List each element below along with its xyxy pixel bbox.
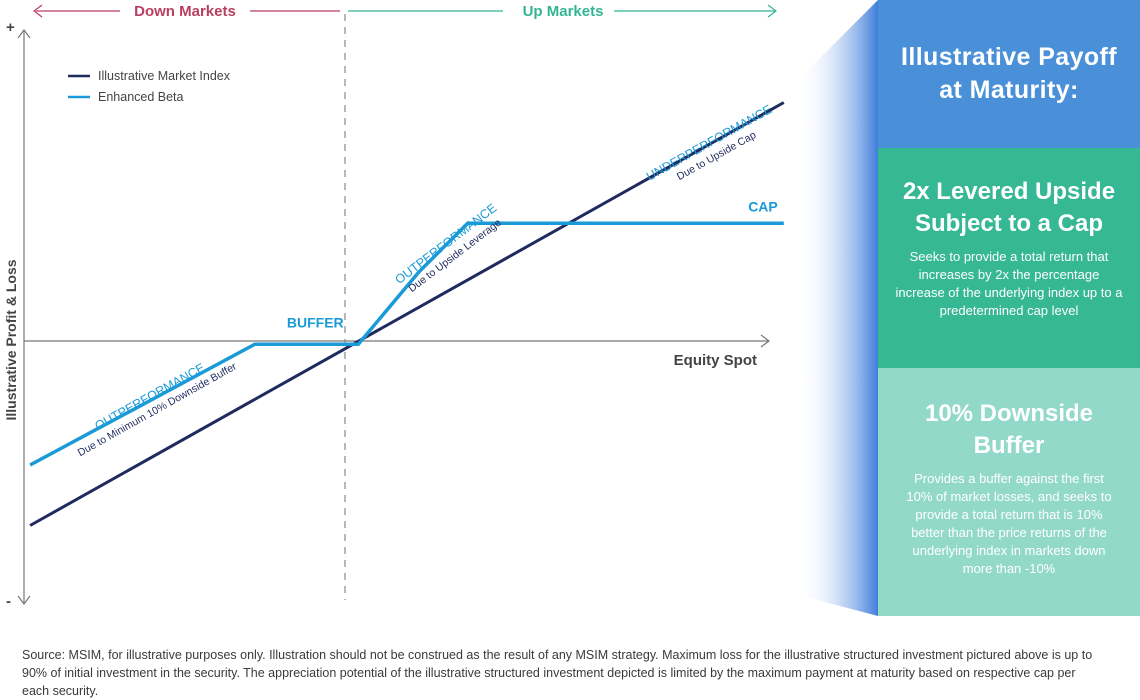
panel-title-box: Illustrative Payoff at Maturity:	[878, 0, 1140, 148]
upside-description: Seeks to provide a total return that inc…	[895, 249, 1123, 318]
region-header-up: Up Markets	[348, 3, 777, 20]
downside-heading: 10% Downside Buffer	[924, 400, 1094, 459]
legend-label-enhanced-beta: Enhanced Beta	[98, 90, 184, 104]
legend: Illustrative Market Index Enhanced Beta	[68, 69, 231, 104]
panel-title: Illustrative Payoff at Maturity:	[901, 43, 1117, 104]
cap-label: CAP	[748, 198, 778, 214]
y-axis: + - Illustrative Profit & Loss	[3, 19, 31, 610]
annotation-downside-outperformance: OUTPERFORMANCE Due to Minimum 10% Downsi…	[76, 360, 239, 459]
payoff-chart: Down Markets Up Markets + - Illustrative…	[3, 0, 878, 616]
buffer-label: BUFFER	[287, 314, 344, 330]
annotation-cap-underperformance: UNDERPERFORMANCE Due to Upside Cap	[644, 102, 774, 184]
region-header-down: Down Markets	[33, 3, 340, 20]
upside-heading: 2x Levered Upside Subject to a Cap	[902, 178, 1116, 237]
annotation-downside-subtitle: Due to Minimum 10% Downside Buffer	[76, 360, 239, 459]
panel-downside-box: 10% Downside Buffer Provides a buffer ag…	[878, 368, 1140, 616]
up-markets-label: Up Markets	[523, 3, 604, 20]
series-line-enhanced-beta	[29, 221, 784, 467]
series-line-market-index	[29, 101, 785, 527]
annotation-cap-title: UNDERPERFORMANCE	[644, 102, 774, 184]
annotation-upside-outperformance: OUTPERFORMANCE Due to Upside Leverage	[392, 201, 503, 295]
x-axis: Equity Spot	[24, 334, 770, 369]
panel-upside-box: 2x Levered Upside Subject to a Cap Seeks…	[878, 148, 1140, 368]
panel-connector-wedge	[798, 0, 878, 616]
source-footnote: Source: MSIM, for illustrative purposes …	[22, 648, 1093, 698]
downside-description: Provides a buffer against the first 10% …	[906, 471, 1112, 576]
x-axis-label: Equity Spot	[674, 352, 757, 369]
legend-label-market-index: Illustrative Market Index	[98, 69, 231, 83]
down-markets-label: Down Markets	[134, 3, 236, 20]
y-axis-minus-marker: -	[6, 593, 11, 610]
annotation-upside-title: OUTPERFORMANCE	[392, 201, 499, 287]
y-axis-label: Illustrative Profit & Loss	[3, 259, 19, 420]
y-axis-plus-marker: +	[6, 19, 15, 36]
